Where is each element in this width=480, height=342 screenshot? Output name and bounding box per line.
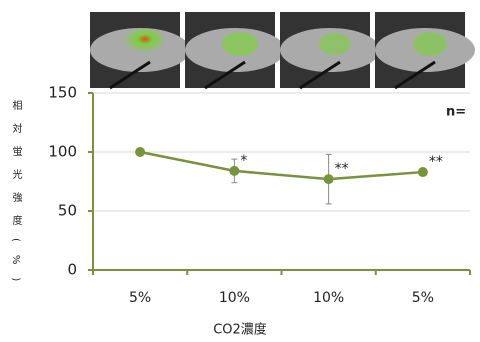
y-tick-label: 50	[58, 202, 77, 220]
x-tick-label: 5%	[129, 290, 151, 306]
y-tick-label: 100	[48, 143, 77, 161]
marker	[418, 167, 428, 177]
significance: **	[429, 154, 443, 170]
sample-size: n=	[446, 105, 466, 120]
line	[140, 152, 423, 179]
marker	[324, 174, 334, 184]
marker	[229, 166, 239, 176]
image	[185, 12, 285, 88]
significance: *	[240, 153, 247, 169]
x-tick-label: 10%	[313, 290, 344, 306]
images	[90, 12, 475, 88]
image	[375, 12, 475, 88]
image	[280, 12, 380, 88]
significance: **	[335, 161, 349, 177]
y-tick-label: 150	[48, 84, 77, 102]
x-tick-label: 5%	[412, 290, 434, 306]
image	[90, 12, 190, 88]
x-axis-label: CO2濃度	[213, 322, 267, 338]
x-tick-label: 10%	[219, 290, 250, 306]
y-tick-label: 0	[67, 261, 77, 279]
marker	[135, 147, 145, 157]
y-axis-label: 相対蛍光強度(%)	[10, 99, 22, 295]
chart: 相対蛍光強度(%) CO2濃度 n= 0501001505%10%10%5%**…	[0, 0, 480, 342]
